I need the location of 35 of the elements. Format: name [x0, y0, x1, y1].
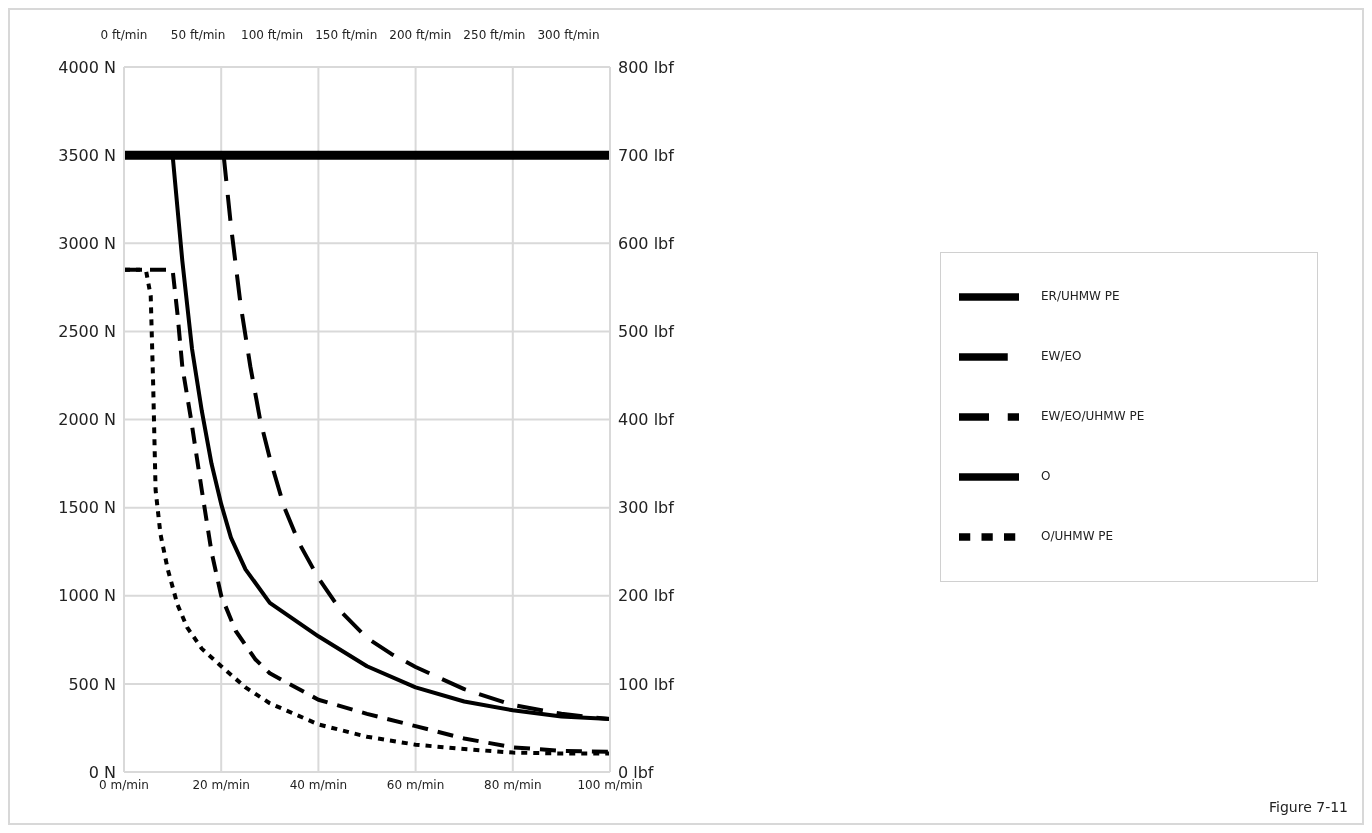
x2-tick-label: 250 ft/min — [463, 28, 526, 42]
caption: Figure 7-11 — [1269, 799, 1348, 815]
y-tick-label: 4000 N — [58, 57, 116, 77]
y-tick-label: 2000 N — [58, 410, 116, 430]
y2-tick-label: 300 lbf — [618, 498, 675, 518]
y2-tick-label: 600 lbf — [618, 233, 675, 253]
x2-tick-label: 150 ft/min — [315, 28, 378, 42]
x-tick-label: 20 m/min — [192, 777, 250, 792]
y2-tick-label: 500 lbf — [618, 322, 675, 342]
y2-tick-label: 800 lbf — [618, 57, 675, 77]
y2-tick-label: 700 lbf — [618, 145, 675, 165]
x2-tick-label: 50 ft/min — [170, 28, 226, 42]
legend-label: O — [1041, 469, 1051, 483]
x-tick-label: 0 m/min — [99, 777, 149, 792]
x2-tick-label: 200 ft/min — [389, 28, 452, 42]
x2-tick-label: 300 ft/min — [537, 28, 600, 42]
y2-tick-label: 400 lbf — [618, 410, 675, 430]
x2-tick-label: 0 ft/min — [100, 28, 148, 42]
y-tick-label: 3000 N — [58, 233, 116, 253]
x2-tick-label: 100 ft/min — [241, 28, 304, 42]
y-tick-label: 1500 N — [58, 498, 116, 518]
x-tick-label: 60 m/min — [386, 777, 445, 792]
legend-label: ER/UHMW PE — [1041, 289, 1120, 303]
legend-label: O/UHMW PE — [1041, 529, 1114, 543]
y-tick-label: 3500 N — [58, 145, 116, 165]
x-tick-label: 100 m/min — [577, 777, 643, 792]
x-tick-label: 80 m/min — [484, 777, 542, 792]
y-tick-label: 2500 N — [58, 322, 116, 342]
legend-label: EW/EO — [1041, 349, 1082, 363]
y2-tick-label: 200 lbf — [618, 586, 675, 606]
y-tick-label: 1000 N — [58, 586, 116, 606]
y-tick-label: 500 N — [68, 674, 116, 694]
x-tick-label: 40 m/min — [289, 777, 348, 792]
y2-tick-label: 100 lbf — [618, 674, 675, 694]
legend-label: EW/EO/UHMW PE — [1041, 409, 1145, 423]
